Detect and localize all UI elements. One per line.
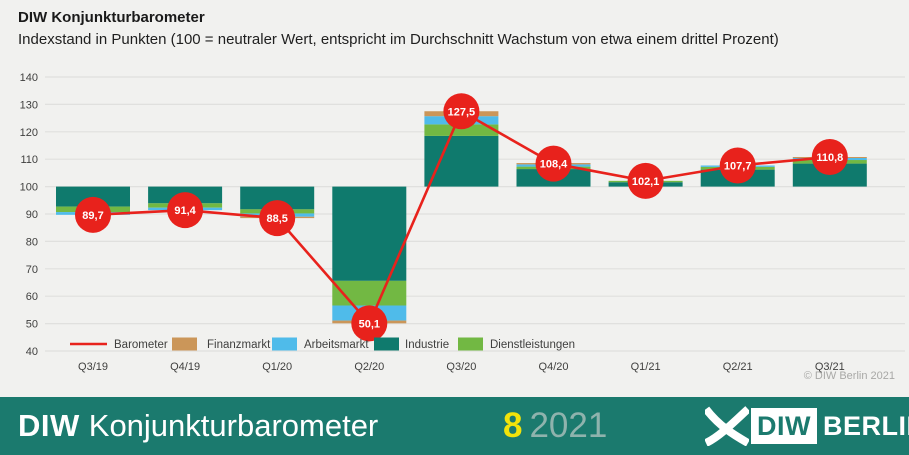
data-point-marker [811, 139, 848, 176]
issue-year: 2021 [529, 406, 608, 445]
barometer-chart: 40 50 60 70 80 90 100 110 120 130 140 89,7 91,4 88,5 5… [0, 64, 909, 394]
y-axis-tick-label: 80 [26, 236, 38, 248]
data-point-marker [719, 147, 756, 184]
x-axis-tick-label: Q3/20 [446, 361, 476, 373]
legend-swatch-arbeitsmarkt [272, 337, 297, 351]
x-axis-tick-label: Q3/21 [815, 361, 845, 373]
data-point-value: 107,7 [724, 161, 752, 173]
data-point-marker [75, 196, 111, 233]
y-axis-tick-label: 40 [26, 346, 38, 358]
x-axis-tick-label: Q2/21 [723, 361, 753, 373]
chart-title: DIW Konjunkturbarometer [18, 9, 205, 26]
data-point-marker [167, 192, 204, 229]
legend-label: Arbeitsmarkt [304, 339, 369, 351]
copyright-note: © DIW Berlin 2021 [804, 370, 895, 382]
y-axis-tick-label: 100 [20, 182, 38, 194]
berlin-logo-text: BERLIN [822, 410, 909, 441]
data-point-value: 102,1 [632, 176, 660, 188]
data-point-marker [535, 145, 572, 182]
chart-subtitle: Indexstand in Punkten (100 = neutraler W… [18, 31, 779, 48]
legend-swatch-industrie [374, 337, 399, 351]
data-point-marker [627, 162, 664, 199]
footer-brand-diw: DIW [18, 408, 80, 443]
data-point-value: 89,7 [82, 210, 103, 222]
y-axis-tick-label: 110 [20, 154, 38, 166]
data-point-value: 88,5 [266, 213, 287, 225]
bar-segment-industrie [424, 135, 499, 187]
x-axis-tick-label: Q1/21 [631, 361, 661, 373]
y-axis-tick-label: 140 [20, 72, 38, 84]
data-point-value: 50,1 [359, 318, 380, 330]
y-axis-tick-label: 60 [26, 291, 38, 303]
bar-segment-industrie [792, 163, 867, 187]
diw-berlin-logo: DIW BERLIN [705, 397, 909, 455]
issue-number: 8 [503, 406, 523, 445]
chart-header: DIW Konjunkturbarometer Indexstand in Pu… [18, 8, 898, 50]
x-axis-tick-label: Q2/20 [354, 361, 384, 373]
bar-segment-industrie [240, 186, 315, 210]
legend-swatch-dienstleistungen [458, 337, 483, 351]
legend-label: Barometer [114, 339, 168, 351]
data-point-marker [259, 200, 296, 237]
y-axis-tick-label: 50 [26, 319, 38, 331]
diw-logo-swoosh-icon [705, 406, 749, 446]
data-point-value: 91,4 [174, 205, 196, 217]
legend-label: Industrie [405, 339, 449, 351]
diw-logo-box: DIW [751, 408, 817, 444]
y-axis-tick-label: 90 [26, 209, 38, 221]
bar-segment-dienstleistungen [424, 124, 499, 136]
data-point-value: 108,4 [540, 159, 568, 171]
y-axis-tick-label: 70 [26, 264, 38, 276]
x-axis-tick-label: Q4/19 [170, 361, 200, 373]
data-point-marker [351, 305, 388, 342]
footer-brand: DIW Konjunkturbarometer [18, 397, 378, 455]
y-axis-tick-label: 130 [20, 99, 38, 111]
x-axis-tick-label: Q1/20 [262, 361, 292, 373]
bar-segment-industrie [56, 186, 130, 207]
x-axis-tick-label: Q4/20 [539, 361, 569, 373]
data-point-value: 127,5 [448, 106, 476, 118]
footer-issue: 8 2021 [503, 397, 607, 455]
y-axis-tick-label: 120 [20, 127, 38, 139]
footer-banner: DIW Konjunkturbarometer 8 2021 DIW BERLI… [0, 397, 909, 455]
legend-label: Finanzmarkt [207, 339, 271, 351]
diw-logo-text: DIW [757, 410, 811, 441]
data-point-marker [443, 93, 480, 130]
legend-swatch-finanzmarkt [172, 337, 197, 351]
chart-canvas: 40 50 60 70 80 90 100 110 120 130 140 89,7 91,4 88,5 5… [20, 72, 905, 382]
legend-label: Dienstleistungen [490, 339, 575, 351]
footer-brand-name: Konjunkturbarometer [88, 408, 379, 443]
x-axis-tick-label: Q3/19 [78, 361, 108, 373]
data-point-value: 110,8 [816, 152, 843, 164]
